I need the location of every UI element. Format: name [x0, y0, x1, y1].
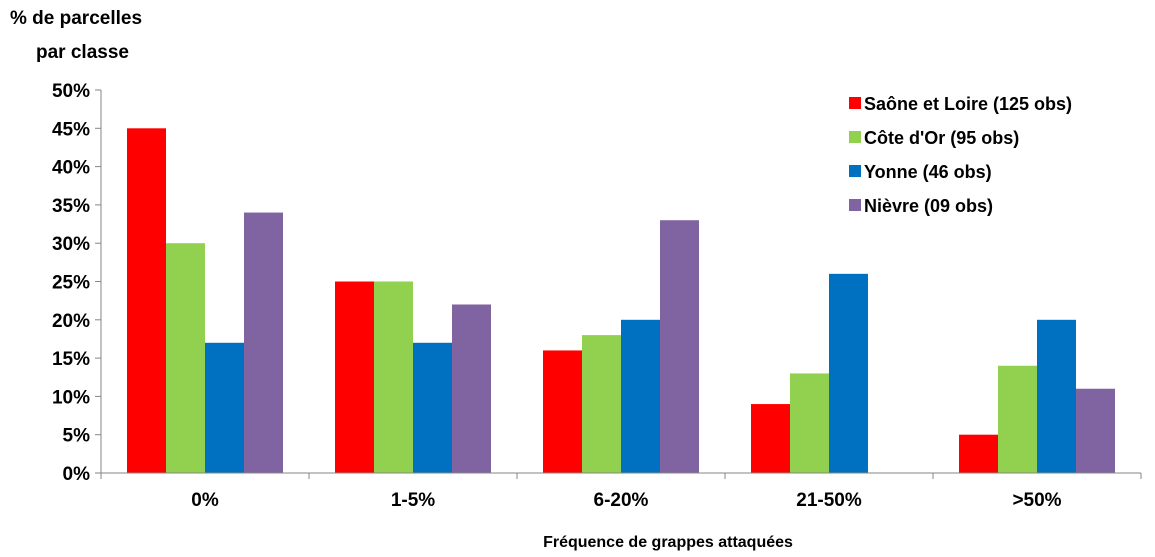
y-tick-label: 15%: [52, 349, 90, 370]
y-tick-label: 25%: [52, 273, 90, 294]
legend-label: Nièvre (09 obs): [864, 196, 993, 216]
bar: [1037, 319, 1076, 473]
x-tick-label: 21-50%: [796, 490, 862, 511]
bar: [1076, 388, 1115, 473]
y-tick-label: 20%: [52, 311, 90, 332]
bar: [959, 434, 998, 473]
bar: [790, 373, 829, 473]
bar: [205, 342, 244, 473]
x-tick-label: 1-5%: [391, 490, 435, 511]
legend-swatch: [849, 97, 861, 109]
legend-label: Yonne (46 obs): [864, 162, 992, 182]
bar: [751, 404, 790, 473]
bars: [127, 128, 1115, 474]
bar: [374, 281, 413, 473]
legend: Saône et Loire (125 obs) Côte d'Or (95 ob…: [849, 94, 1072, 216]
bar: [166, 243, 205, 473]
bar: [127, 128, 166, 474]
bar: [413, 342, 452, 473]
x-tick-label: 0%: [191, 490, 219, 511]
bar: [244, 212, 283, 473]
legend-swatch: [849, 165, 861, 177]
bar: [621, 319, 660, 473]
bar: [829, 273, 868, 473]
y-tick-label: 40%: [52, 158, 90, 179]
y-tick-label: 30%: [52, 234, 90, 255]
y-tick-label: 45%: [52, 119, 90, 140]
y-axis-title-line-1: % de parcelles: [10, 8, 142, 29]
x-axis-title: Fréquence de grappes attaquées: [543, 534, 793, 551]
bar: [660, 220, 699, 473]
x-axis-ticks: 0% 1-5% 6-20% 21-50% >50%: [100, 473, 1142, 511]
y-axis-ticks: 0% 5% 10% 15% 20% 25% 30% 35% 40% 45% 50%: [52, 81, 101, 485]
y-tick-label: 10%: [52, 387, 90, 408]
x-tick-label: >50%: [1012, 490, 1061, 511]
bar: [582, 335, 621, 473]
legend-swatch: [849, 199, 861, 211]
y-tick-label: 50%: [52, 81, 90, 102]
legend-swatch: [849, 131, 861, 143]
legend-label: Saône et Loire (125 obs): [864, 94, 1072, 114]
bar: [452, 304, 491, 473]
y-tick-label: 35%: [52, 196, 90, 217]
y-axis-title-line-2: par classe: [36, 42, 129, 63]
y-tick-label: 5%: [63, 426, 91, 447]
legend-label: Côte d'Or (95 obs): [864, 128, 1019, 148]
bar: [335, 281, 374, 473]
bar: [543, 350, 582, 473]
x-tick-label: 6-20%: [594, 490, 649, 511]
bar: [998, 365, 1037, 473]
y-tick-label: 0%: [63, 464, 91, 485]
